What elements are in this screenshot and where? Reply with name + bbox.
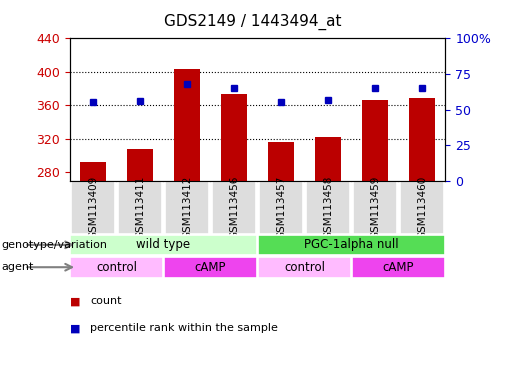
FancyBboxPatch shape	[118, 181, 162, 233]
FancyBboxPatch shape	[71, 235, 256, 255]
Text: GSM113412: GSM113412	[182, 175, 192, 239]
FancyBboxPatch shape	[72, 181, 115, 233]
Bar	[174, 69, 200, 181]
Text: GSM113411: GSM113411	[135, 175, 145, 239]
Bar	[80, 162, 106, 181]
Text: cAMP: cAMP	[195, 261, 226, 274]
Text: cAMP: cAMP	[383, 261, 414, 274]
Text: GSM113460: GSM113460	[417, 175, 427, 239]
Bar	[362, 100, 388, 181]
Bar	[315, 137, 341, 181]
Text: GSM113459: GSM113459	[370, 175, 380, 239]
Text: percentile rank within the sample: percentile rank within the sample	[90, 323, 278, 333]
Text: control: control	[96, 261, 137, 274]
FancyBboxPatch shape	[259, 235, 444, 255]
Text: GDS2149 / 1443494_at: GDS2149 / 1443494_at	[164, 13, 341, 30]
FancyBboxPatch shape	[212, 181, 255, 233]
Text: ■: ■	[70, 296, 80, 306]
FancyBboxPatch shape	[164, 257, 256, 278]
FancyBboxPatch shape	[259, 257, 351, 278]
Text: ■: ■	[70, 323, 80, 333]
Text: genotype/variation: genotype/variation	[1, 240, 107, 250]
Text: wild type: wild type	[136, 238, 191, 252]
FancyBboxPatch shape	[165, 181, 209, 233]
Bar	[409, 98, 435, 181]
FancyBboxPatch shape	[306, 181, 350, 233]
Bar	[127, 149, 153, 181]
Text: GSM113409: GSM113409	[88, 175, 98, 239]
Bar	[268, 142, 294, 181]
FancyBboxPatch shape	[71, 257, 163, 278]
FancyBboxPatch shape	[353, 181, 397, 233]
FancyBboxPatch shape	[352, 257, 444, 278]
Bar	[221, 94, 247, 181]
Text: GSM113458: GSM113458	[323, 175, 333, 239]
Text: PGC-1alpha null: PGC-1alpha null	[304, 238, 399, 252]
FancyBboxPatch shape	[400, 181, 443, 233]
Text: control: control	[284, 261, 325, 274]
Text: agent: agent	[1, 262, 33, 272]
FancyBboxPatch shape	[260, 181, 303, 233]
Text: count: count	[90, 296, 122, 306]
Text: GSM113456: GSM113456	[229, 175, 239, 239]
Text: GSM113457: GSM113457	[276, 175, 286, 239]
